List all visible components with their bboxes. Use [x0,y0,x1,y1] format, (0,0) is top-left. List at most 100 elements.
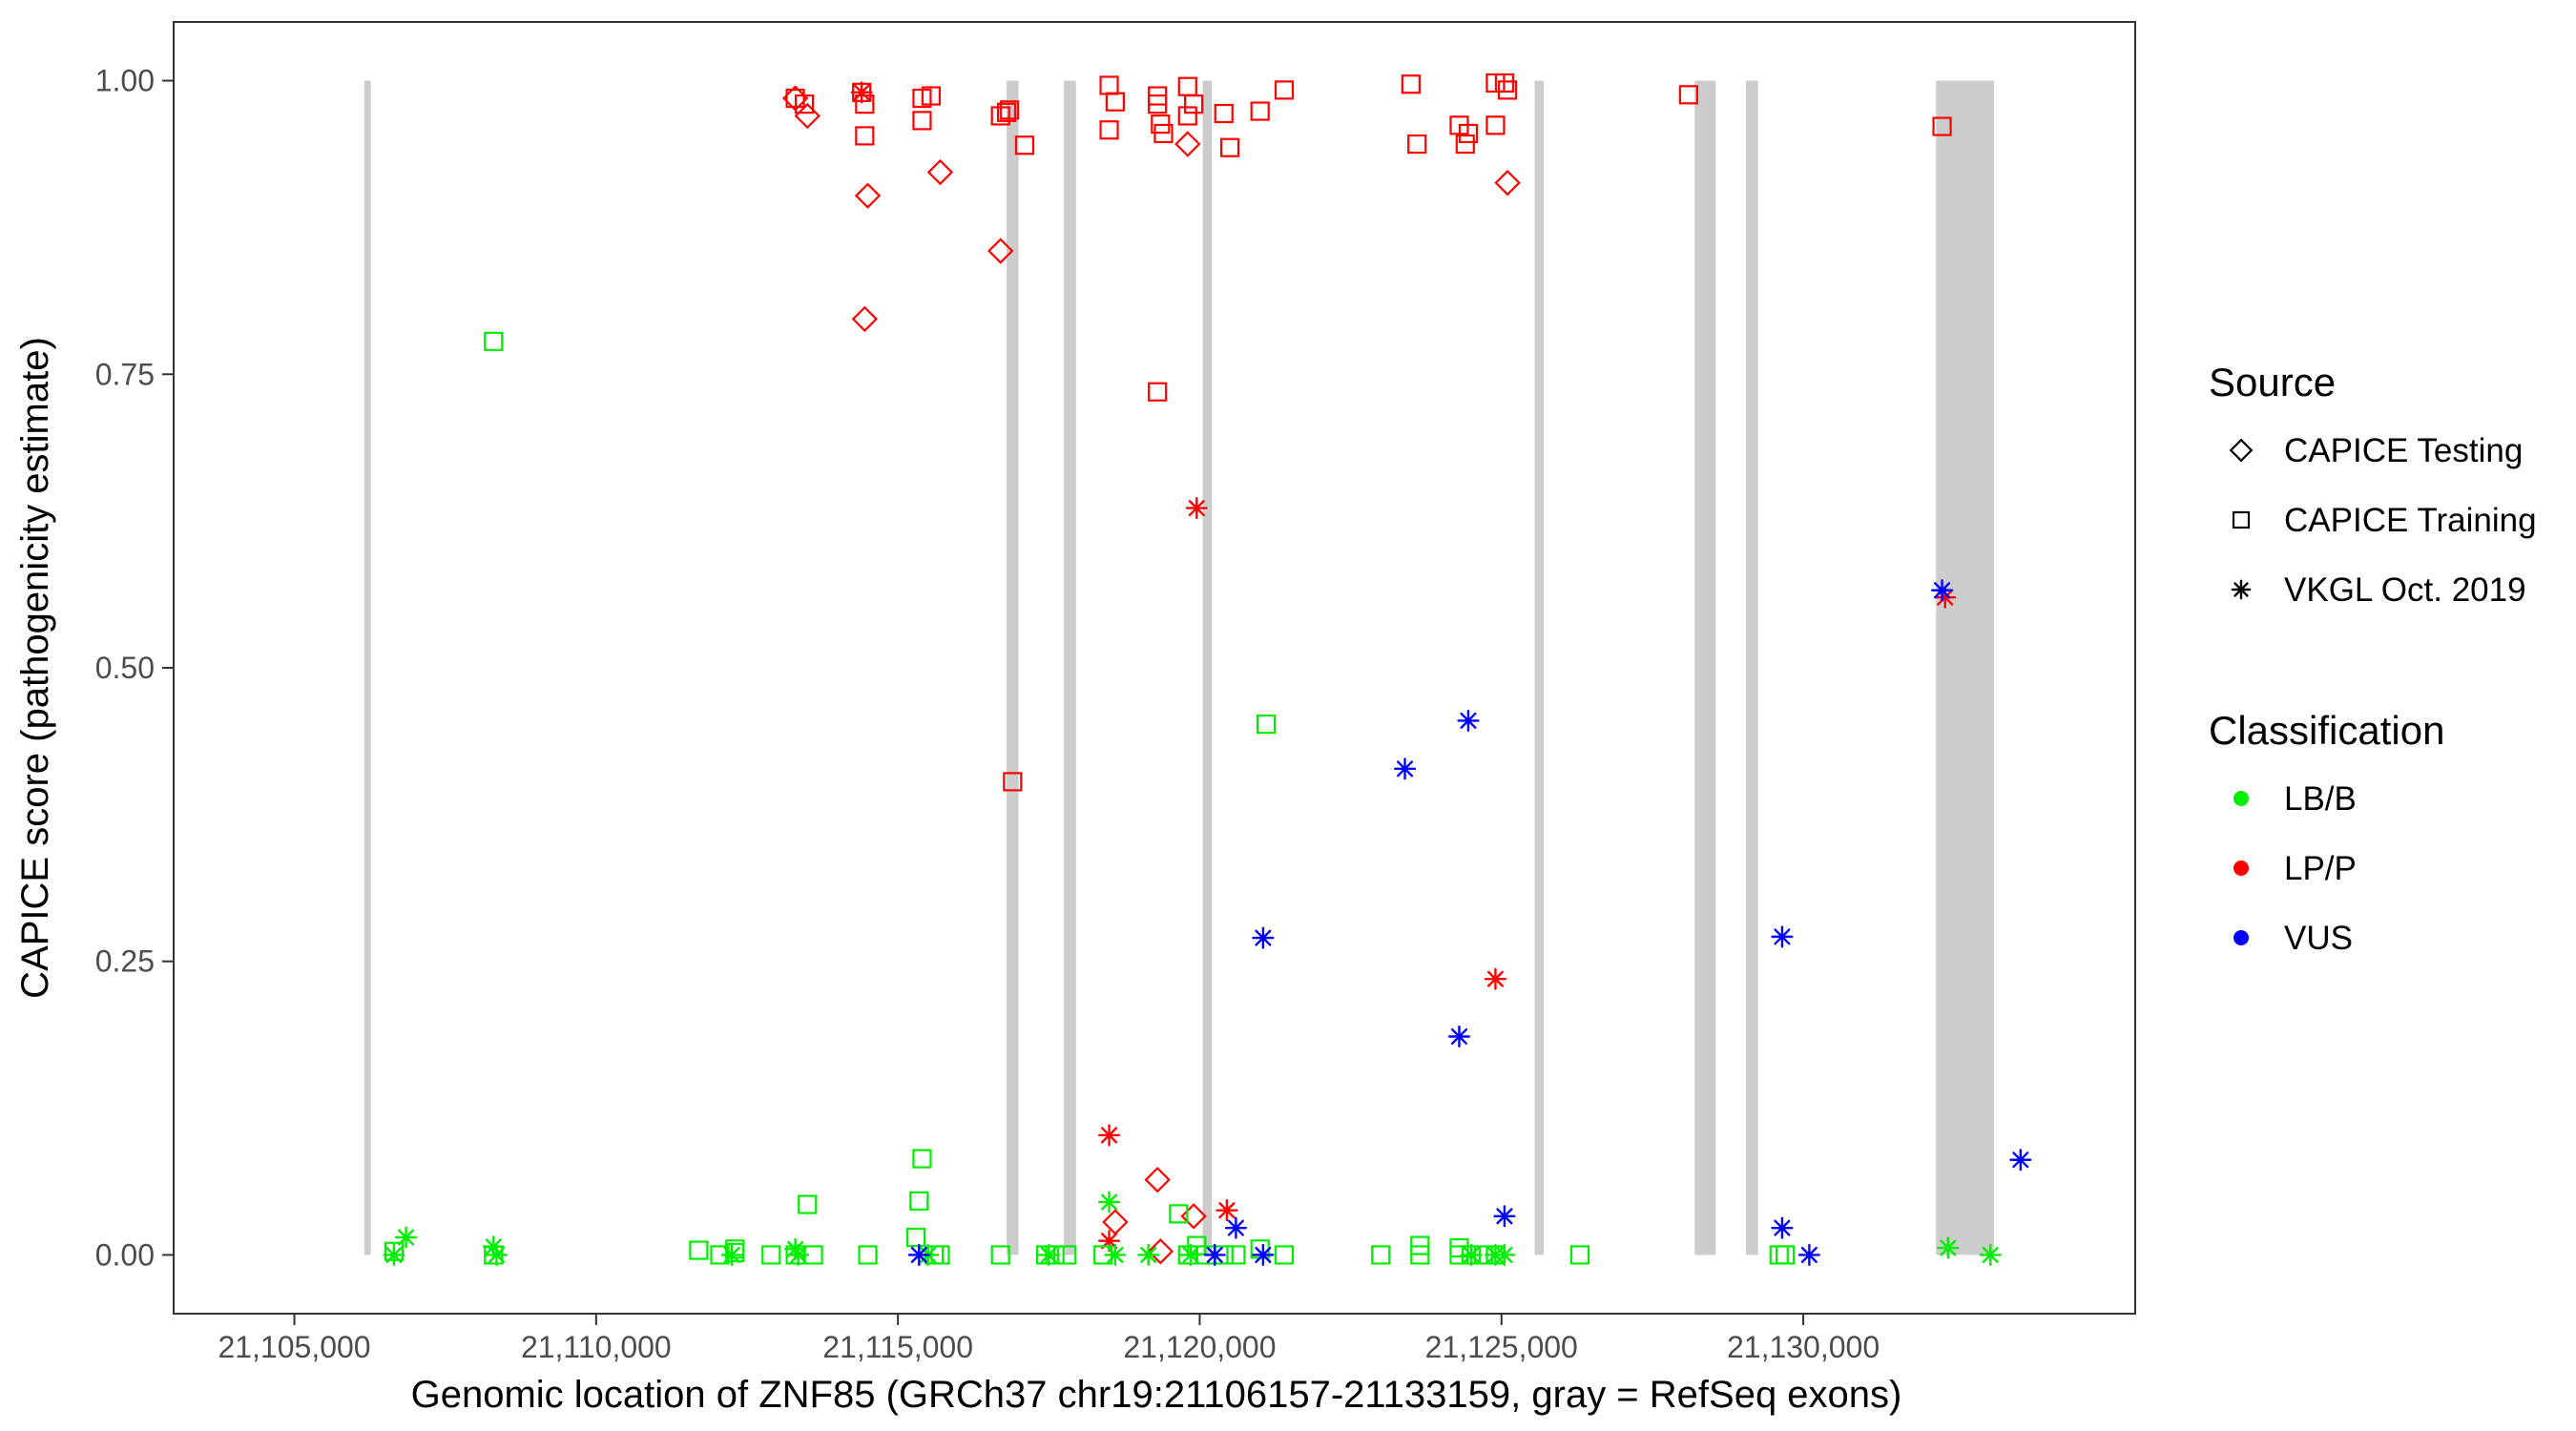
data-point [395,1226,418,1249]
exon-band [364,80,371,1255]
data-point [1003,772,1023,792]
legend-color-swatch [2233,861,2249,876]
data-point [1410,1235,1430,1255]
data-point [1098,1124,1121,1147]
data-point [1771,1216,1794,1239]
data-point [1037,1243,1060,1267]
legend: Source CAPICE Testing CAPICE Training VKGL… [2209,360,2537,957]
data-point [1256,714,1277,735]
data-point [909,1191,929,1211]
data-points [383,73,2032,1267]
exon-band [1936,80,1994,1255]
asterisk-marker [2231,579,2252,600]
data-point [1203,1243,1226,1267]
legend-source-label: CAPICE Testing [2284,432,2523,469]
legend-source-items: CAPICE Testing CAPICE Training VKGL Oct. 2… [2229,432,2537,609]
x-tick-label: 21,105,000 [218,1330,370,1364]
data-point [1455,134,1475,155]
data-point [485,1243,508,1267]
data-point [1932,116,1952,136]
data-point [1274,80,1295,100]
data-point [1797,1243,1820,1267]
data-point [1105,92,1125,112]
data-point [1937,1236,1960,1259]
data-point [1224,1216,1247,1239]
data-point [850,81,873,104]
data-point [1401,74,1421,94]
legend-class-label: LP/P [2284,850,2357,887]
data-point [1014,135,1035,156]
x-tick-label: 21,125,000 [1425,1330,1578,1364]
data-point [854,182,882,209]
axes: 21,105,000 21,110,000 21,115,000 21,120,000… [95,64,1880,1364]
data-point [1169,1204,1189,1224]
data-point [1775,1245,1796,1265]
legend-color-swatch [2233,930,2249,945]
data-point [2009,1149,2032,1172]
data-point [1226,1245,1246,1265]
data-point [1180,1203,1207,1230]
data-point [1449,1237,1469,1258]
data-point [1184,94,1204,114]
data-point [1250,101,1270,121]
exon-band [1745,80,1758,1255]
data-point [1931,579,1954,602]
series-vkgl-oct-2019-vus [907,579,2032,1267]
data-point [1371,1245,1391,1265]
data-point [1177,106,1197,126]
data-point [1000,100,1020,120]
y-tick-label: 0.50 [95,651,155,685]
legend-class-items: LB/B LP/P VUS [2233,780,2357,957]
data-point [1274,1245,1295,1265]
data-point [912,1149,932,1169]
data-point [1137,1243,1160,1267]
data-point [1494,73,1515,93]
data-point [1104,1243,1127,1267]
data-point [1493,1205,1516,1228]
legend-color-swatch [2233,791,2249,806]
data-point [720,1243,743,1267]
legend-source-label: VKGL Oct. 2019 [2284,571,2526,609]
data-point [1147,1238,1174,1265]
data-point [1569,1245,1590,1265]
data-point [484,331,504,351]
data-point [858,1245,878,1265]
legend-source-title: Source [2209,360,2336,404]
data-point [781,85,809,112]
data-point [1485,115,1506,135]
legend-classification-title: Classification [2209,708,2444,753]
x-axis-title: Genomic location of ZNF85 (GRCh37 chr19:… [411,1374,1902,1416]
y-tick-label: 1.00 [95,64,155,98]
y-tick-label: 0.00 [95,1237,155,1272]
data-point [761,1245,781,1265]
data-point [851,305,879,333]
exon-band [1064,80,1076,1255]
data-point [794,102,821,130]
data-point [996,102,1017,122]
data-point [1493,1243,1516,1267]
exon-band [1007,80,1019,1255]
data-point [1497,80,1518,100]
data-point [1484,967,1506,990]
data-point [1153,123,1174,144]
data-point [787,1243,810,1267]
y-tick-label: 0.75 [95,357,155,391]
legend-class-label: VUS [2284,920,2353,957]
data-point [990,1245,1010,1265]
y-tick-label: 0.25 [95,944,155,979]
data-point [1099,120,1119,140]
data-point [1771,925,1794,948]
data-point [1447,1025,1471,1048]
data-point [1174,131,1201,157]
data-point [1457,709,1480,732]
data-point [1393,757,1417,780]
data-point [1215,1199,1238,1222]
data-point [1179,1243,1202,1267]
data-point [482,1235,505,1258]
square-marker [2232,510,2251,529]
exon-band [1202,80,1213,1255]
x-tick-label: 21,120,000 [1123,1330,1276,1364]
data-point [1214,103,1234,124]
data-point [1252,926,1275,949]
